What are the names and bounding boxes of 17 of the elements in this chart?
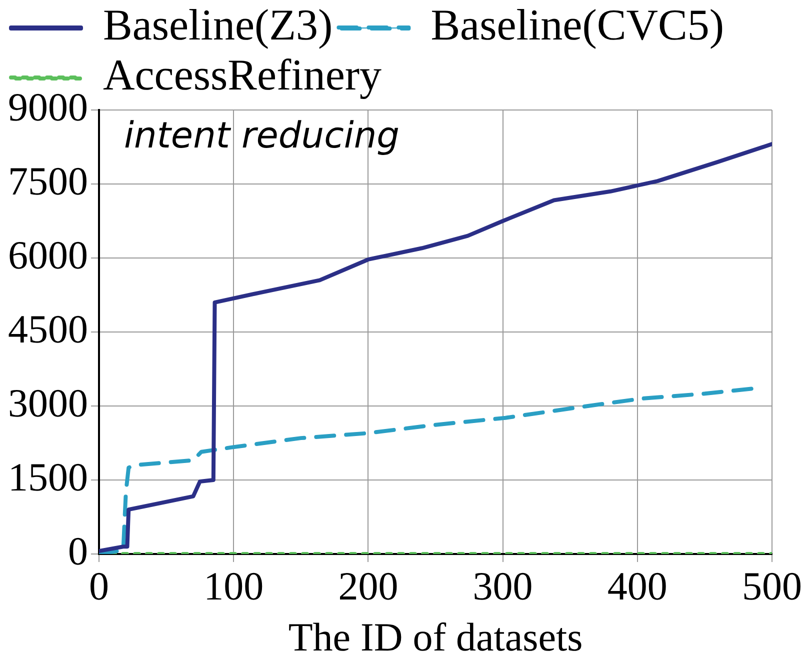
y-tick-label: 0	[68, 528, 88, 574]
legend-label: Baseline(CVC5)	[430, 0, 724, 50]
x-axis-title: The ID of datasets	[288, 614, 583, 660]
y-tick-label: 9000	[8, 84, 88, 130]
x-tick-label: 200	[338, 564, 398, 608]
annotation: intent reducing	[124, 115, 400, 156]
x-tick-label: 300	[472, 564, 533, 608]
y-tick-label: 3000	[8, 380, 88, 426]
legend-label: Baseline(Z3)	[103, 0, 333, 50]
x-tick-label: 400	[607, 564, 668, 608]
y-tick-label: 6000	[8, 232, 88, 278]
x-tick-label: 100	[204, 564, 264, 608]
y-tick-label: 7500	[8, 158, 88, 204]
y-tick-label: 4500	[8, 306, 88, 352]
legend-label: AccessRefinery	[103, 50, 382, 100]
y-tick-label: 1500	[8, 454, 88, 500]
x-tick-label: 500	[742, 564, 802, 608]
